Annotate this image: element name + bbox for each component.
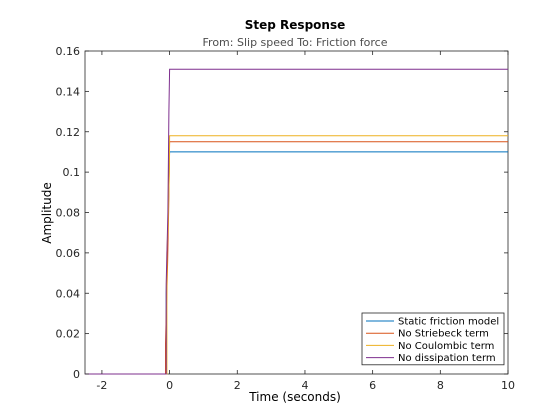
y-tick-label: 0.16: [56, 45, 81, 58]
x-tick-label: 2: [234, 379, 241, 392]
legend-entry-label: No Striebeck term: [398, 329, 489, 340]
series-line-3: [85, 135, 508, 375]
tick-layer: -2 0 2 4 6 8 10 0 0.02 0.04 0.06 0.08 0.1 0.12 0.14 0.1…: [56, 45, 516, 392]
y-tick-label: 0.04: [56, 287, 81, 300]
y-tick-label: 0.1: [63, 166, 81, 179]
x-tick-label: 0: [166, 379, 173, 392]
chart-subtitle: From: Slip speed To: Friction force: [203, 36, 388, 49]
y-tick-label: 0.02: [56, 328, 81, 341]
legend-entry-label: No Coulombic term: [398, 341, 494, 352]
y-axis-label: Amplitude: [40, 182, 54, 244]
series-layer: [85, 68, 508, 375]
y-tick-label: 0.12: [56, 126, 81, 139]
x-tick-label: 6: [369, 379, 376, 392]
x-tick-label: 10: [501, 379, 515, 392]
plot-area: -2 0 2 4 6 8 10 0 0.02 0.04 0.06 0.08 0.1 0.12 0.14 0.1…: [56, 45, 516, 392]
series-line-4: [85, 68, 508, 375]
chart-title: Step Response: [245, 18, 345, 32]
y-tick-label: 0.08: [56, 207, 81, 220]
legend-entry-label: Static friction model: [398, 317, 499, 328]
x-tick-label: -2: [96, 379, 107, 392]
x-tick-label: 4: [301, 379, 308, 392]
legend-entry-label: No dissipation term: [398, 353, 496, 364]
x-axis-label: Time (seconds): [248, 390, 341, 404]
y-tick-label: 0: [73, 368, 80, 381]
y-tick-label: 0.06: [56, 247, 81, 260]
y-tick-label: 0.14: [56, 85, 81, 98]
legend-box: [361, 312, 505, 366]
x-tick-label: 8: [437, 379, 444, 392]
